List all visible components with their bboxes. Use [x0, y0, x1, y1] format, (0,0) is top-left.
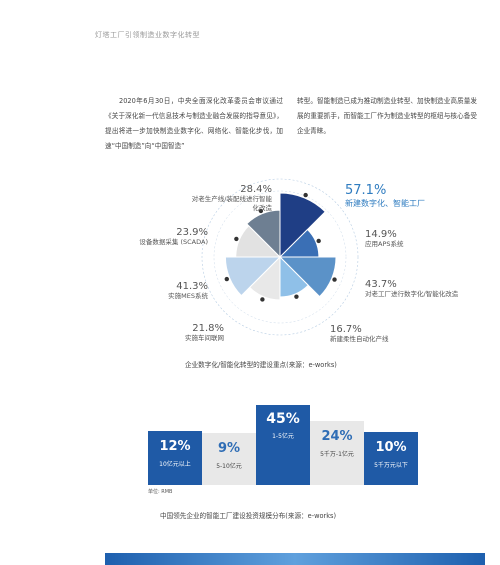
- bar-label-5: 5千万元以下: [374, 462, 408, 470]
- middle-ring: [213, 190, 347, 324]
- intro-paragraph-right: 转型。智能制造已成为推动制造业转型、加快制造业高质量发展的重要抓手，而智能工厂作…: [297, 97, 477, 135]
- pie-label-pct-1: 57.1%: [345, 183, 387, 198]
- pie-label-text-7: 设备数据采集 (SCADA): [139, 238, 208, 246]
- bar-2: 9% 5-10亿元: [202, 433, 256, 485]
- pie-label-pct-6: 41.3%: [176, 281, 208, 292]
- pie-label-text-1: 新建数字化、智能工厂: [345, 199, 425, 208]
- bar-value-1: 12%: [159, 438, 191, 454]
- bottom-image-strip: [105, 553, 485, 565]
- bar-value-2: 9%: [217, 441, 241, 456]
- bar-label-2: 5-10亿元: [216, 463, 242, 470]
- pie-label-group-2: 14.9% 应用APS系统: [365, 229, 465, 249]
- bar-chart-unit: 单位: RMB: [148, 489, 173, 495]
- pie-dot-6: [224, 276, 229, 282]
- bar-1: 12% 10亿元以上: [148, 430, 202, 485]
- bar-4: 24% 5千万-1亿元: [310, 421, 364, 485]
- pie-slice-3: [278, 256, 337, 298]
- pie-dot-3: [332, 277, 337, 282]
- page-header: 灯塔工厂引领制造业数字化转型: [95, 31, 200, 39]
- pie-label-text-4: 新建柔性自动化产线: [330, 335, 389, 343]
- bar-value-4: 24%: [321, 429, 353, 445]
- pie-chart: [201, 178, 359, 336]
- pie-dot-8: [258, 208, 264, 214]
- pie-label-group-6: 41.3% 实施MES系统: [110, 281, 208, 301]
- outer-ring: [201, 178, 359, 336]
- pie-slice-8: [246, 209, 281, 259]
- bar-value-5: 10%: [375, 440, 407, 456]
- pie-slice-1: [279, 192, 326, 259]
- bar-chart: 12% 10亿元以上 9% 5-10亿元 45% 1-5亿元 24% 5千万-1亿元 10% 5千…: [148, 405, 418, 485]
- pie-label-pct-8: 28.4%: [240, 184, 272, 195]
- intro-paragraph-left: 2020年6月30日，中央全面深化改革委员会审议通过《关于深化新一代信息技术与制…: [105, 97, 283, 150]
- pie-label-pct-2: 14.9%: [365, 229, 397, 240]
- pie-label-text-8: 对老生产线/装配线进行智能化改造: [191, 195, 272, 212]
- pie-label-text-5: 实施车间联网: [185, 334, 224, 342]
- pie-label-text-2: 应用APS系统: [365, 240, 404, 248]
- pie-label-group-5: 21.8% 实施车间联网: [150, 323, 224, 343]
- pie-dot-4: [294, 294, 299, 299]
- bar-value-3: 45%: [266, 411, 300, 427]
- pie-label-pct-3: 43.7%: [365, 279, 397, 290]
- pie-label-group-7: 23.9% 设备数据采集 (SCADA): [110, 227, 208, 247]
- pie-label-group-4: 16.7% 新建柔性自动化产线: [330, 324, 440, 344]
- bar-3: 45% 1-5亿元: [256, 405, 310, 485]
- pie-label-text-3: 对老工厂进行数字化/智能化改造: [365, 290, 459, 298]
- pie-label-pct-5: 21.8%: [192, 323, 224, 334]
- pie-label-group-8: 28.4% 对老生产线/装配线进行智能化改造: [186, 184, 272, 213]
- pie-chart-caption: 企业数字化/智能化转型的建设重点(来源：e-works): [185, 361, 337, 369]
- bar-5: 10% 5千万元以下: [364, 432, 418, 485]
- pie-label-pct-4: 16.7%: [330, 324, 362, 335]
- bar-label-4: 5千万-1亿元: [320, 451, 354, 459]
- pie-dot-5: [260, 297, 265, 302]
- pie-dot-2: [316, 238, 321, 244]
- pie-label-pct-7: 23.9%: [176, 227, 208, 238]
- pie-label-group-3: 43.7% 对老工厂进行数字化/智能化改造: [365, 279, 475, 299]
- bar-chart-caption: 中国领先企业的智能工厂建设投资规模分布(来源：e-works): [160, 512, 337, 520]
- bar-label-1: 10亿元以上: [159, 460, 191, 468]
- pie-label-group-1: 57.1% 新建数字化、智能工厂: [345, 183, 475, 209]
- bar-label-3: 1-5亿元: [272, 433, 294, 440]
- pie-slice-6: [224, 256, 282, 297]
- pie-label-text-6: 实施MES系统: [168, 292, 208, 300]
- pie-dot-7: [234, 236, 239, 242]
- pie-dot-1: [303, 192, 308, 198]
